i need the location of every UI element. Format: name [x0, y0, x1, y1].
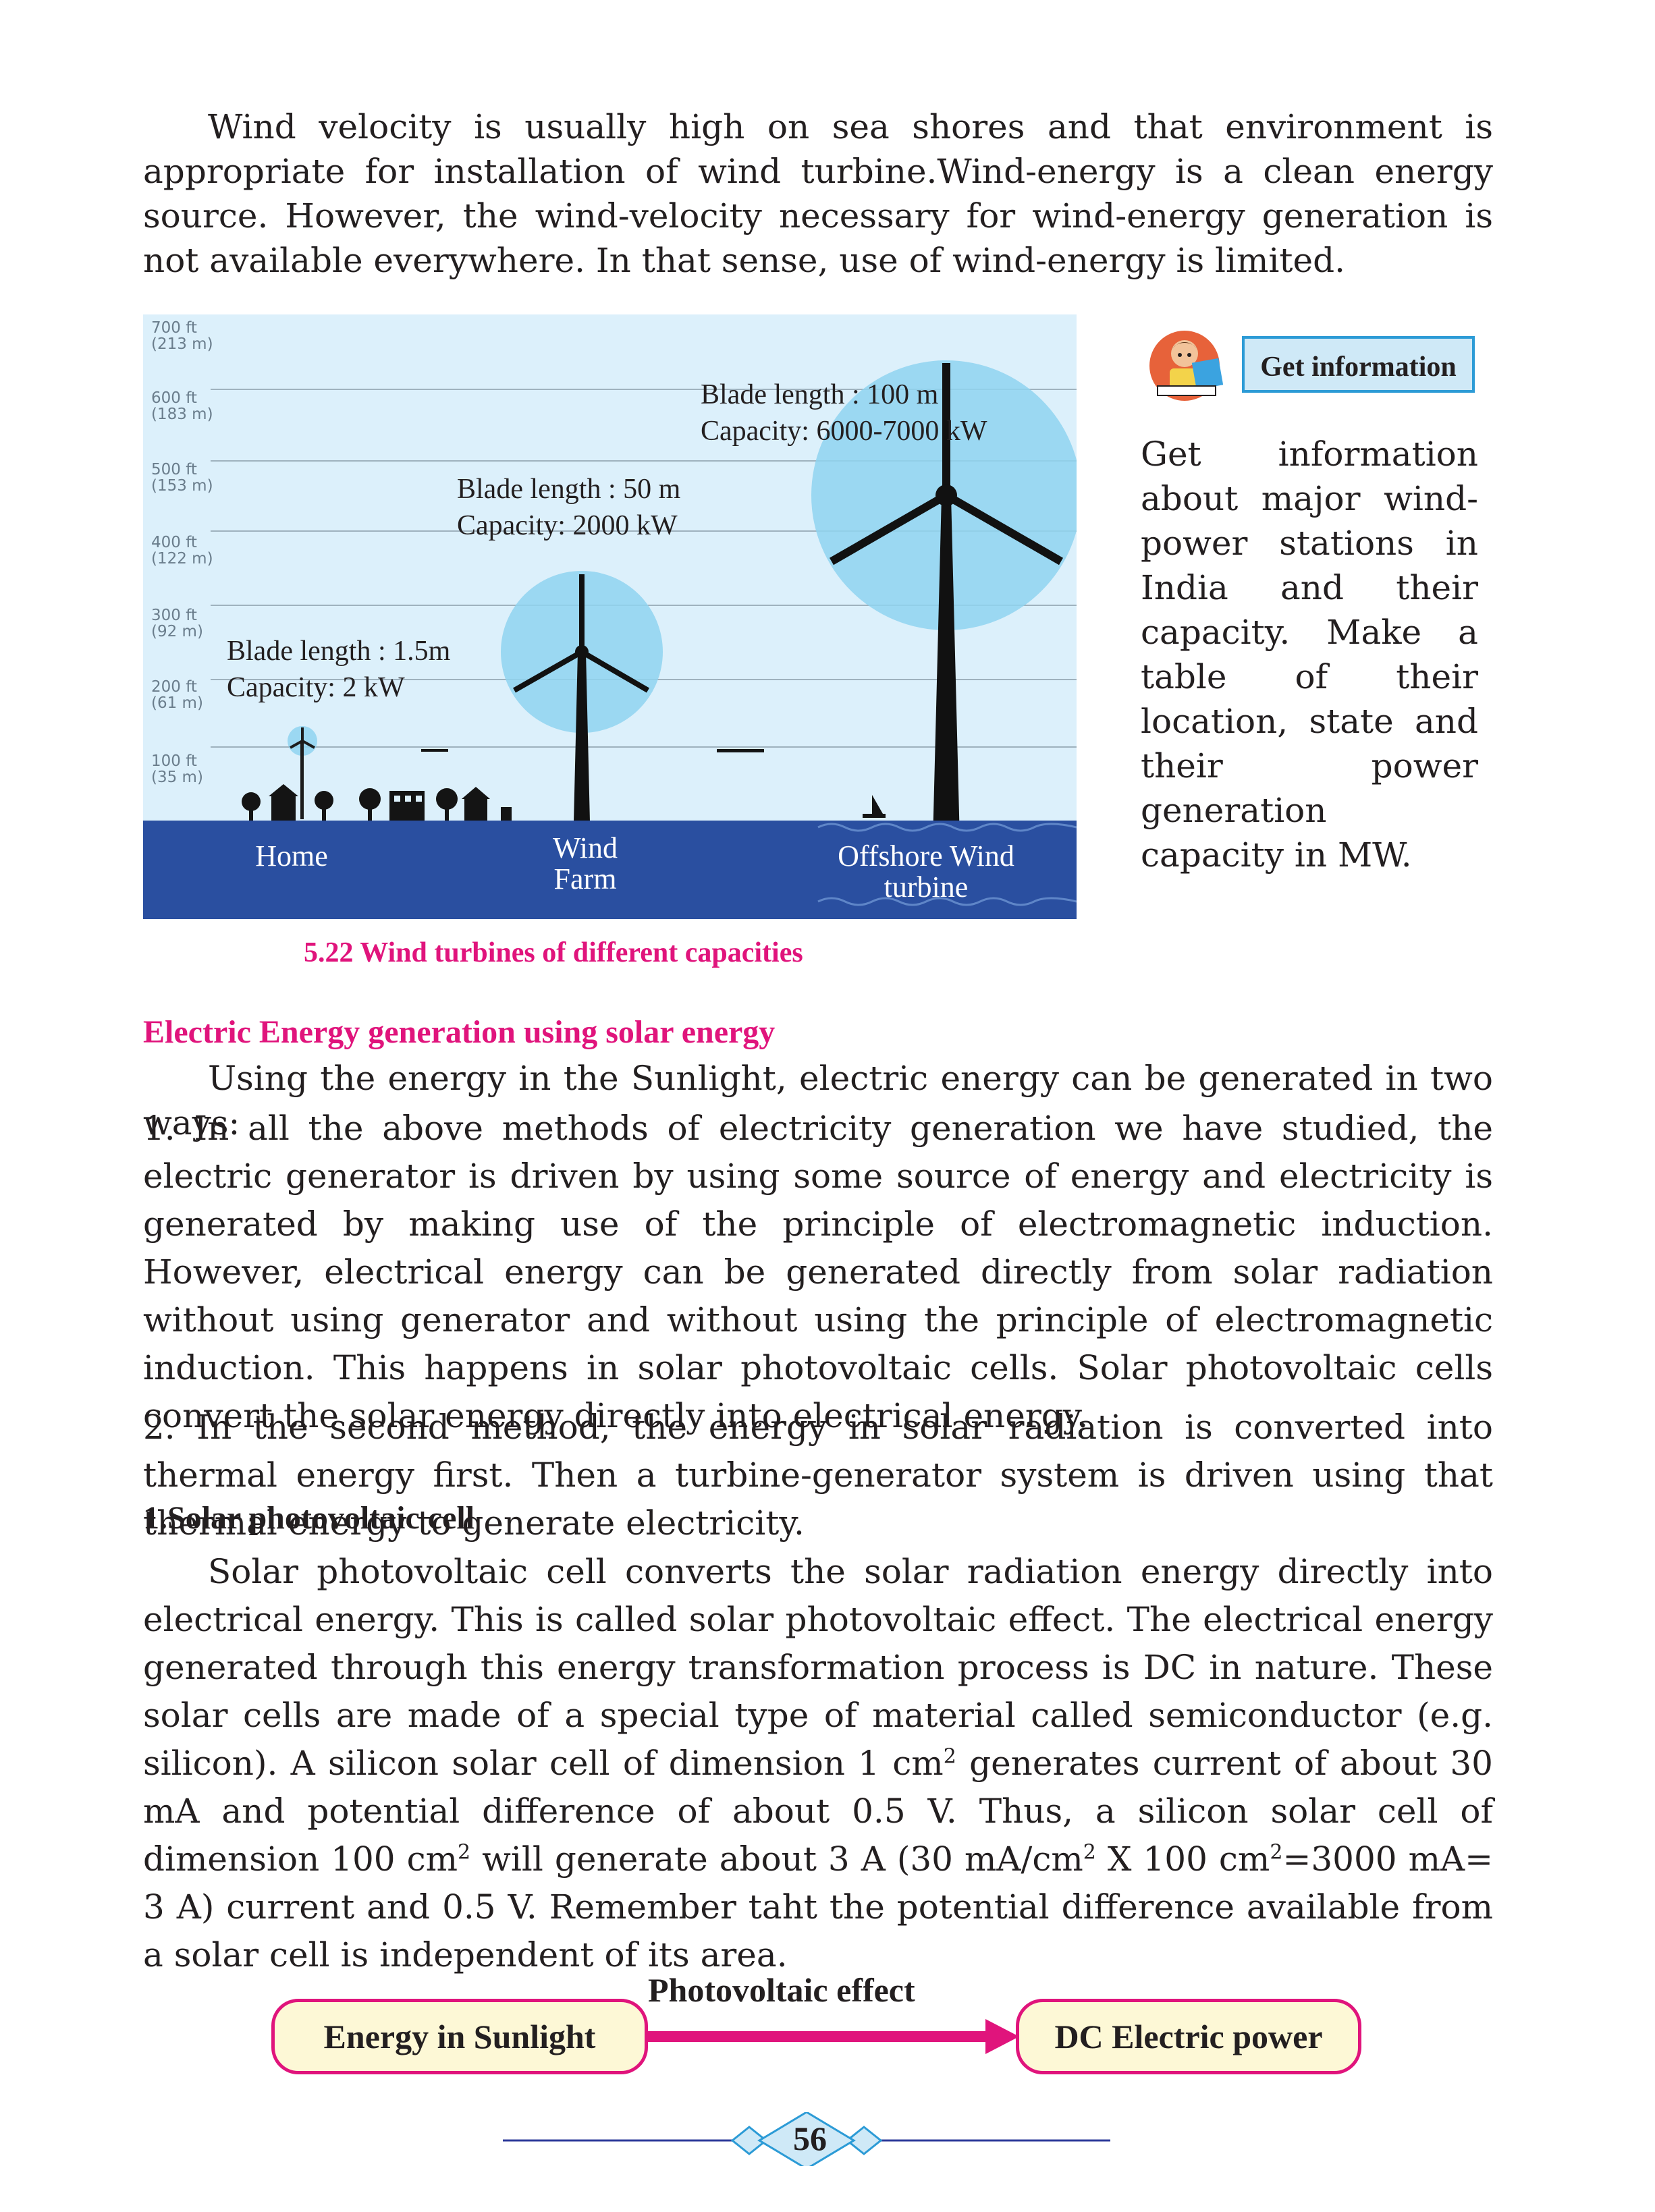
home-label: Home	[255, 839, 328, 873]
section-heading: Electric Energy generation using solar e…	[143, 1014, 776, 1050]
offshore-label: Offshore Wind turbine	[838, 839, 1014, 904]
dc-electric-power-box: DC Electric power	[1016, 1999, 1361, 2074]
turbines-illustration	[242, 360, 1077, 841]
height-label: 500 ft (153 m)	[151, 461, 213, 495]
sailboat-icon	[863, 795, 886, 818]
page-number: 56	[793, 2120, 827, 2157]
height-label: 600 ft (183 m)	[151, 389, 213, 423]
get-information-text: Get information about major wind-power s…	[1141, 435, 1478, 875]
energy-in-sunlight-box: Energy in Sunlight	[271, 1999, 648, 2074]
wind-turbines-figure: 700 ft (213 m) 600 ft (183 m) 500 ft (153 m…	[143, 314, 1077, 919]
intro-paragraph: Wind velocity is usually high on sea sho…	[143, 107, 1493, 280]
height-label: 200 ft (61 m)	[151, 678, 203, 712]
pv-paragraph: Solar photovoltaic cell converts the sol…	[143, 1552, 1493, 1974]
offshore-callout: Blade length : 100 m Capacity: 6000-7000 …	[701, 379, 987, 447]
home-turbine-icon	[290, 727, 315, 819]
grid-line	[211, 746, 1077, 748]
height-label: 700 ft (213 m)	[151, 319, 213, 353]
offshore-turbine-icon	[830, 363, 1063, 841]
wind-farm-label: Wind Farm	[553, 831, 618, 895]
wind-farm-callout: Blade length : 50 m Capacity: 2000 kW	[457, 474, 681, 541]
method-one-paragraph: 1. In all the above methods of electrici…	[143, 1109, 1493, 1435]
get-information-box: Get information	[1137, 329, 1478, 402]
home-turbine-callout: Blade length : 1.5m Capacity: 2 kW	[227, 636, 451, 703]
get-information-label: Get information	[1242, 336, 1475, 393]
grid-line	[211, 530, 1077, 532]
height-label: 400 ft (122 m)	[151, 534, 213, 568]
height-label: 300 ft (92 m)	[151, 607, 203, 640]
reading-child-icon	[1149, 331, 1224, 401]
height-label: 100 ft (35 m)	[151, 752, 203, 786]
grid-line	[211, 460, 1077, 462]
section-intro: Using the energy in the Sunlight, electr…	[143, 1059, 1493, 1142]
flow-arrow-icon	[645, 2019, 1019, 2054]
grid-line	[211, 389, 1077, 390]
wind-farm-turbine-icon	[513, 574, 650, 822]
pv-heading: 1.Solar photovoltaic cell	[143, 1500, 475, 1536]
waves-illustration	[817, 823, 1077, 906]
figure-caption: 5.22 Wind turbines of different capaciti…	[304, 937, 803, 968]
page-number-ornament	[503, 2112, 1110, 2166]
method-two-paragraph: 2. In the second method, the energy in s…	[143, 1408, 1493, 1543]
photovoltaic-effect-label: Photovoltaic effect	[648, 1971, 915, 2009]
ground-silhouettes-icon	[242, 749, 764, 821]
